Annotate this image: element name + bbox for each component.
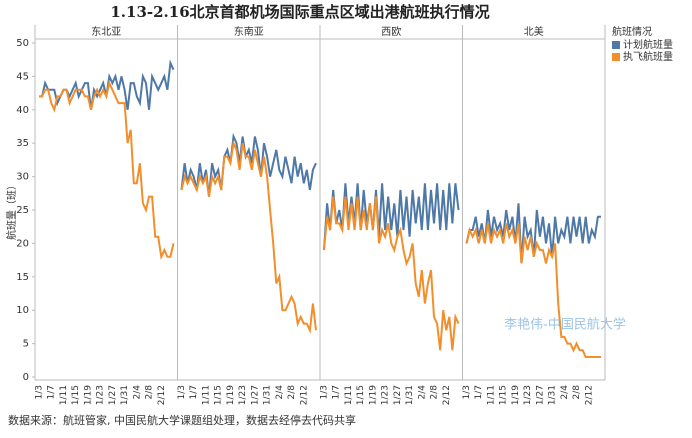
y-tick-label: 30 [16, 172, 29, 183]
panel-title: 东北亚 [91, 25, 121, 38]
x-tick-label: 1/19 [226, 385, 236, 405]
line-series [323, 183, 460, 251]
x-tick-label: 2/12 [157, 385, 167, 405]
y-tick-label: 45 [16, 71, 29, 82]
y-tick-label: 25 [16, 205, 29, 216]
y-tick-label: 50 [16, 38, 29, 49]
x-tick-label: 2/4 [560, 385, 570, 400]
x-tick-label: 1/31 [263, 385, 273, 405]
line-series [39, 59, 175, 110]
x-tick-label: 2/8 [572, 385, 582, 400]
line-series [465, 223, 601, 358]
panel-title: 东南亚 [234, 25, 264, 38]
x-tick-label: 2/4 [417, 385, 427, 400]
source-note: 数据来源：航班管家, 中国民航大学课题组处理，数据去经停去代码共享 [8, 413, 356, 427]
y-tick-label: 0 [23, 372, 29, 383]
x-tick-label: 1/7 [189, 385, 199, 399]
chart-title: 1.13-2.16北京首都机场国际重点区域出港航班执行情况 [110, 3, 489, 21]
x-tick-label: 2/8 [145, 385, 155, 400]
x-tick-label: 1/27 [393, 385, 403, 405]
x-tick-label: 2/4 [275, 385, 285, 400]
x-tick-label: 1/7 [332, 385, 342, 399]
x-tick-label: 2/12 [299, 385, 309, 405]
x-tick-label: 1/3 [35, 385, 45, 399]
x-tick-label: 1/23 [523, 385, 533, 405]
x-tick-label: 2/12 [584, 385, 594, 405]
x-tick-label: 1/19 [511, 385, 521, 405]
x-tick-label: 1/27 [250, 385, 260, 405]
legend-swatch [612, 41, 620, 49]
line-series [39, 80, 175, 261]
x-tick-label: 2/8 [430, 385, 440, 400]
x-tick-label: 1/31 [548, 385, 558, 405]
x-tick-label: 1/3 [462, 385, 472, 399]
y-tick-label: 20 [16, 238, 29, 249]
x-tick-label: 1/31 [405, 385, 415, 405]
x-tick-label: 2/4 [132, 385, 142, 400]
line-series [180, 132, 317, 197]
x-tick-label: 1/23 [381, 385, 391, 405]
x-tick-label: 1/7 [474, 385, 484, 399]
legend-label: 执飞航班量 [623, 50, 673, 63]
legend-swatch [612, 53, 620, 61]
x-tick-label: 1/11 [486, 385, 496, 405]
y-tick-label: 40 [16, 105, 29, 116]
panel-title: 西欧 [381, 26, 401, 38]
x-tick-label: 1/15 [499, 385, 509, 405]
line-series [323, 196, 460, 351]
x-tick-label: 2/12 [442, 385, 452, 405]
panel-title: 北美 [524, 25, 544, 38]
x-tick-label: 1/3 [177, 385, 187, 399]
x-tick-label: 1/7 [47, 385, 57, 399]
y-tick-label: 10 [16, 305, 29, 316]
x-tick-label: 1/15 [356, 385, 366, 405]
x-tick-label: 1/3 [320, 385, 330, 399]
y-tick-label: 5 [23, 339, 29, 350]
x-tick-label: 1/19 [83, 385, 93, 405]
x-tick-label: 1/23 [238, 385, 248, 405]
y-tick-label: 15 [16, 272, 29, 283]
line-series [180, 139, 317, 334]
x-tick-label: 1/15 [214, 385, 224, 405]
x-tick-label: 1/11 [201, 385, 211, 405]
watermark: 李艳伟-中国民航大学 [504, 317, 626, 333]
x-tick-label: 1/27 [108, 385, 118, 405]
y-axis-label: 航班量（班） [5, 180, 18, 240]
x-tick-label: 1/15 [71, 385, 81, 405]
x-tick-label: 1/11 [59, 385, 69, 405]
x-tick-label: 1/27 [535, 385, 545, 405]
x-tick-label: 1/19 [368, 385, 378, 405]
x-tick-label: 2/8 [287, 385, 297, 400]
legend-label: 计划航班量 [623, 38, 673, 51]
x-tick-label: 1/11 [344, 385, 354, 405]
x-tick-label: 1/23 [96, 385, 106, 405]
y-tick-label: 35 [16, 138, 29, 149]
x-tick-label: 1/31 [120, 385, 130, 405]
legend-title: 航班情况 [612, 25, 652, 38]
